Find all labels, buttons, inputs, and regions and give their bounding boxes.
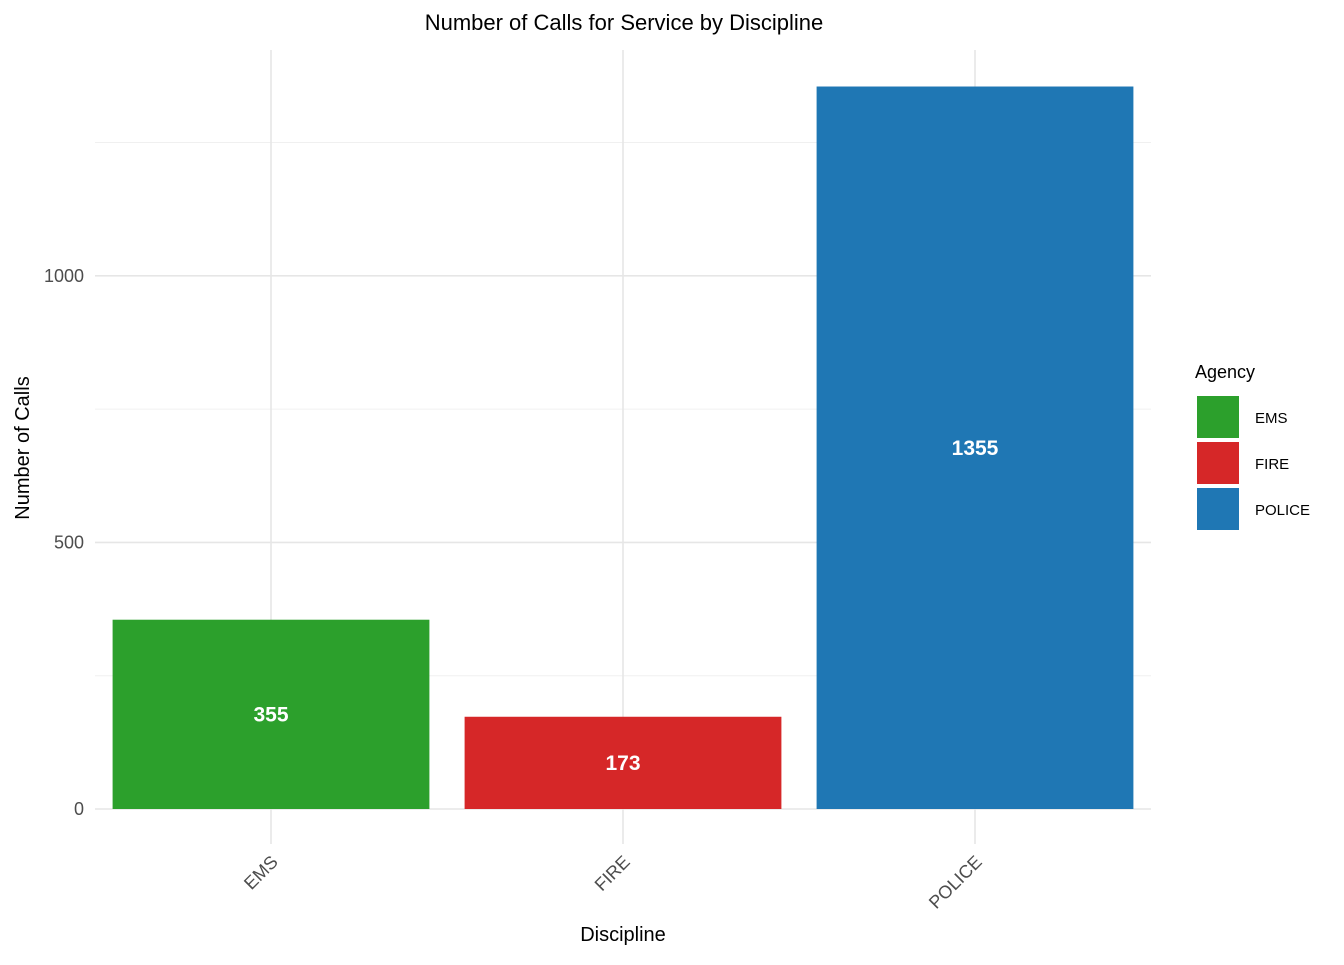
y-tick-label: 0	[74, 799, 84, 819]
x-axis-ticks: EMS FIRE POLICE	[240, 852, 986, 913]
x-tick-label: EMS	[240, 852, 282, 894]
y-axis-title: Number of Calls	[12, 376, 34, 519]
legend-title: Agency	[1195, 362, 1255, 382]
legend-key-police	[1197, 488, 1239, 530]
bar-value-label: 355	[253, 703, 288, 726]
x-tick-label: POLICE	[925, 852, 986, 913]
chart-title: Number of Calls for Service by Disciplin…	[425, 10, 824, 35]
bars	[112, 86, 1134, 810]
legend-key-fire	[1197, 442, 1239, 484]
legend-key-ems	[1197, 396, 1239, 438]
legend-label: POLICE	[1255, 502, 1310, 519]
bar-labels: 355 173 1355	[253, 437, 998, 775]
bar-ems	[112, 619, 430, 809]
y-axis-ticks: 0 500 1000	[44, 266, 84, 819]
legend-label: EMS	[1255, 410, 1288, 427]
bar-value-label: 173	[605, 752, 640, 775]
bar-police	[816, 86, 1134, 810]
y-tick-label: 1000	[44, 266, 84, 286]
y-tick-label: 500	[54, 532, 84, 552]
legend: Agency EMS FIRE POLICE	[1195, 362, 1310, 530]
x-axis-title: Discipline	[580, 924, 666, 946]
bar-value-label: 1355	[952, 437, 999, 460]
x-tick-label: FIRE	[591, 852, 634, 895]
bar-fire	[464, 716, 782, 809]
legend-label: FIRE	[1255, 456, 1289, 473]
legend-items: EMS FIRE POLICE	[1197, 396, 1310, 530]
